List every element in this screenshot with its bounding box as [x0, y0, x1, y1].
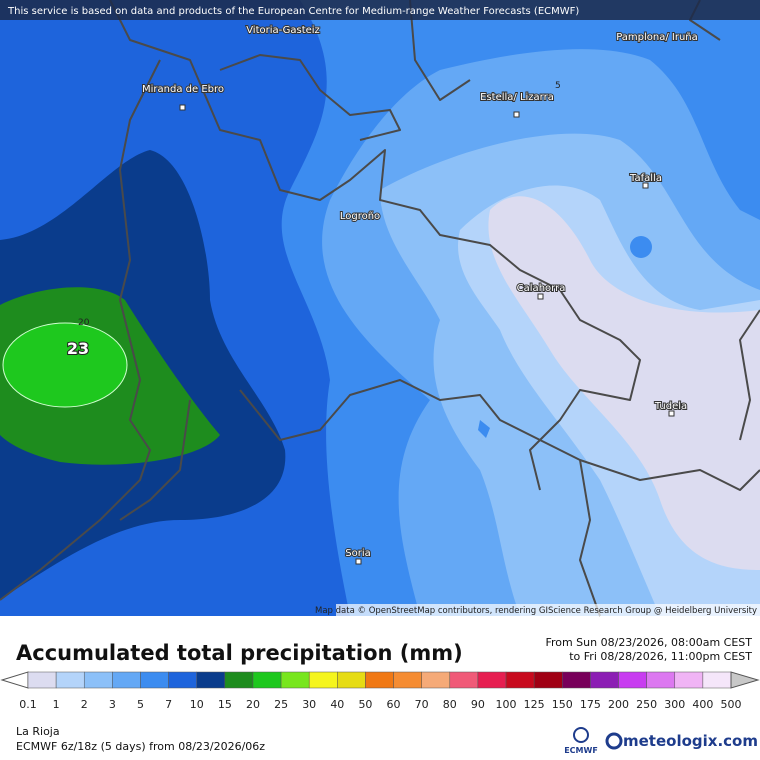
- legend-label: 30: [302, 698, 316, 711]
- legend-swatch: [393, 671, 422, 689]
- legend-swatch: [280, 671, 310, 689]
- city-label: Soria: [345, 548, 370, 559]
- border: [119, 399, 191, 521]
- legend-label: 7: [165, 698, 172, 711]
- brand: meteologix.com: [623, 732, 758, 750]
- legend-swatch: [562, 671, 591, 689]
- legend-label: 250: [636, 698, 657, 711]
- border: [739, 309, 760, 441]
- border: [409, 0, 471, 101]
- legend-label: 400: [692, 698, 713, 711]
- city-label: Tafalla: [629, 173, 662, 184]
- legend-swatch: [365, 671, 394, 689]
- legend-label: 25: [274, 698, 288, 711]
- max-label: 23: [67, 339, 89, 358]
- legend-above: [730, 671, 760, 689]
- ecmwf-logo: ECMWF: [564, 746, 598, 755]
- legend-swatch: [618, 671, 647, 689]
- legend-label: 90: [471, 698, 485, 711]
- legend-swatch: [449, 671, 479, 689]
- city-markers: [179, 104, 675, 565]
- precip-zone: [488, 196, 760, 570]
- legend-swatch: [674, 671, 704, 689]
- legend-below: [0, 671, 29, 689]
- legend-label: 5: [137, 698, 144, 711]
- legend-swatch: [337, 671, 366, 689]
- legend-swatch: [646, 671, 676, 689]
- legend-swatch: [140, 671, 169, 689]
- notice: This service is based on data and produc…: [7, 6, 579, 17]
- legend-label: 3: [109, 698, 116, 711]
- legend-label: 175: [580, 698, 601, 711]
- region: La Rioja: [16, 725, 60, 738]
- legend-label: 1: [53, 698, 60, 711]
- legend-swatch: [505, 671, 535, 689]
- attribution-bg: [336, 604, 760, 616]
- legend-label: 2: [81, 698, 88, 711]
- city-label: Pamplona/ Iruña: [616, 32, 698, 43]
- legend-label: 60: [387, 698, 401, 711]
- city-label: Logroño: [340, 211, 380, 222]
- city-label: Vitoria-Gasteiz: [246, 25, 320, 36]
- legend-label: 15: [218, 698, 232, 711]
- legend-label: 150: [552, 698, 573, 711]
- legend-swatch: [590, 671, 619, 689]
- legend-label: 200: [608, 698, 629, 711]
- ecmwf-icon: [573, 727, 589, 743]
- legend-swatch: [168, 671, 197, 689]
- legend-label: 100: [496, 698, 517, 711]
- city-label: Calahorra: [517, 283, 566, 294]
- legend-label: 0.1: [19, 698, 37, 711]
- city-label: Tudela: [654, 401, 687, 412]
- contour-label: 5: [555, 81, 561, 91]
- legend-swatch: [477, 671, 507, 689]
- precip-zone: [478, 420, 490, 438]
- legend-swatch: [27, 671, 57, 689]
- attribution: Map data © OpenStreetMap contributors, r…: [315, 606, 757, 616]
- period-to: to Fri 08/28/2026, 11:00pm CEST: [569, 650, 752, 663]
- legend-label: 40: [330, 698, 344, 711]
- border: [579, 459, 601, 617]
- model-info: ECMWF 6z/18z (5 days) from 08/23/2026/06…: [16, 740, 265, 753]
- legend-label: 80: [443, 698, 457, 711]
- city-label: Miranda de Ebro: [142, 84, 224, 95]
- legend-swatch: [533, 671, 563, 689]
- legend-label: 300: [664, 698, 685, 711]
- legend-swatch: [55, 671, 85, 689]
- period-from: From Sun 08/23/2026, 08:00am CEST: [545, 636, 752, 649]
- border: [219, 54, 401, 141]
- legend-swatch: [252, 671, 282, 689]
- legend-label: 50: [358, 698, 372, 711]
- title: Accumulated total precipitation (mm): [16, 641, 463, 665]
- legend-swatch: [112, 671, 141, 689]
- border: [109, 0, 641, 491]
- legend-label: 70: [415, 698, 429, 711]
- legend-swatch: [421, 671, 451, 689]
- border: [239, 379, 760, 491]
- legend-swatch: [196, 671, 226, 689]
- map: This service is based on data and produc…: [0, 0, 760, 617]
- legend-swatch: [308, 671, 338, 689]
- legend-swatch: [702, 671, 732, 689]
- legend-label: 20: [246, 698, 260, 711]
- legend-swatch: [224, 671, 254, 689]
- contour-label: 20: [78, 318, 90, 328]
- city-label: Estella/ Lizarra: [480, 92, 554, 103]
- border: [0, 59, 161, 601]
- notice-bar: [0, 0, 760, 20]
- precip-zone: [2, 322, 128, 408]
- legend-swatch: [83, 671, 113, 689]
- legend: 0.1 1 2 3 5 7 10 15 20 25 30 40 50 60 70 80 90 100 125 150 1…: [0, 671, 760, 711]
- precip-zone: [630, 236, 652, 258]
- legend-label: 125: [524, 698, 545, 711]
- legend-label: 10: [190, 698, 204, 711]
- legend-label: 500: [721, 698, 742, 711]
- brand-icon: [605, 732, 623, 750]
